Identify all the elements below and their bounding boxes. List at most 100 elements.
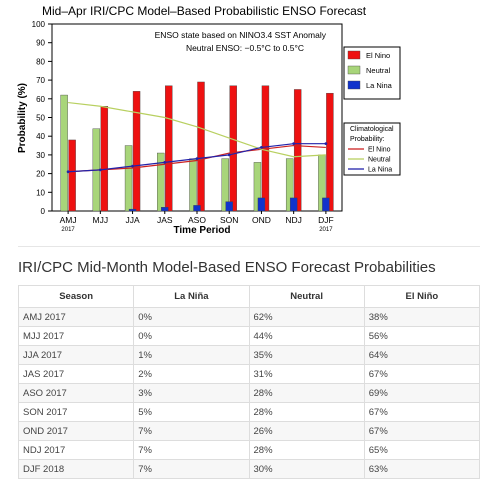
cell-season: AMJ 2017 (17, 307, 135, 327)
cell-la-nina: 7% (133, 440, 250, 460)
cell-la-nina: 0% (133, 326, 250, 346)
plot-frame (51, 23, 343, 212)
x-tick-label: JAS (157, 215, 173, 225)
cell-la-nina: 5% (133, 402, 250, 422)
climatology-legend-title-1: Climatological (350, 126, 394, 133)
bar-neutral (157, 152, 165, 212)
cell-season: JJA 2017 (17, 345, 135, 365)
climatology-point (163, 160, 167, 164)
annotation-line-2: Neutral ENSO: −0.5°C to 0.5°C (186, 43, 304, 53)
bar-el-nino (197, 81, 205, 212)
chart-title: Mid–Apr IRI/CPC Model–Based Probabilisti… (42, 4, 367, 18)
cell-la-nina: 7% (133, 421, 250, 441)
cell-neutral: 28% (248, 383, 365, 403)
climatology-legend-label: La Nina (368, 167, 392, 174)
cell-la-nina: 7% (133, 459, 250, 479)
y-tick-label: 70 (36, 76, 45, 85)
climatology-legend: Climatological Probability: El Nino Neutr… (343, 122, 401, 176)
y-tick-label: 0 (41, 207, 46, 216)
y-tick-label: 50 (36, 114, 45, 123)
legend: El Nino Neutral La Nina (343, 46, 401, 100)
bar-la-nina (225, 201, 233, 212)
cell-season: SON 2017 (17, 402, 135, 422)
bar-el-nino (132, 91, 141, 212)
table-row: SON 2017 5% 28% 67% (17, 402, 481, 422)
x-tick-label: MJJ (93, 215, 109, 225)
x-tick-sublabel: 2017 (61, 227, 75, 233)
cell-la-nina: 3% (133, 383, 250, 403)
table-header-row: Season La Niña Neutral El Niño (17, 285, 481, 308)
bar-la-nina (161, 207, 169, 212)
cell-season: ASO 2017 (17, 383, 135, 403)
table-row: OND 2017 7% 26% 67% (17, 421, 481, 441)
cell-la-nina: 0% (133, 307, 250, 327)
cell-neutral: 35% (248, 345, 365, 365)
legend-swatch (347, 65, 361, 75)
legend-label: El Nino (366, 51, 390, 60)
cell-neutral: 28% (248, 402, 365, 422)
x-tick-label: JJA (125, 215, 140, 225)
bar-el-nino (68, 139, 76, 212)
cell-el-nino: 69% (363, 383, 481, 403)
cell-el-nino: 56% (363, 326, 481, 346)
cell-season: OND 2017 (17, 421, 135, 441)
table-row: AMJ 2017 0% 62% 38% (17, 307, 481, 327)
legend-swatch (347, 50, 361, 60)
table-row: JAS 2017 2% 31% 67% (17, 364, 481, 384)
climatology-point (98, 168, 102, 172)
cell-el-nino: 65% (363, 440, 481, 460)
cell-neutral: 28% (248, 440, 365, 460)
table-row: ASO 2017 3% 28% 69% (17, 383, 481, 403)
cell-neutral: 26% (248, 421, 365, 441)
bar-el-nino (326, 92, 334, 212)
header-el-nino: El Niño (363, 285, 481, 308)
x-tick-label: ASO (188, 215, 206, 225)
y-tick-label: 30 (36, 151, 45, 160)
x-tick-label: NDJ (285, 215, 302, 225)
bar-neutral (285, 158, 294, 212)
cell-el-nino: 67% (363, 402, 481, 422)
cell-el-nino: 63% (363, 459, 481, 479)
climatology-line-neutral (68, 101, 326, 158)
cell-neutral: 31% (248, 364, 365, 384)
cell-el-nino: 67% (363, 421, 481, 441)
y-tick-label: 40 (36, 132, 45, 141)
y-tick-label: 100 (32, 20, 46, 29)
climatology-point (66, 170, 70, 174)
bar-la-nina (322, 197, 330, 212)
cell-neutral: 30% (248, 459, 365, 479)
bar-neutral (253, 162, 262, 212)
legend-label: La Nina (366, 81, 393, 90)
cell-season: DJF 2018 (17, 459, 135, 479)
climatology-point (292, 142, 296, 146)
cell-el-nino: 64% (363, 345, 481, 365)
section-divider (18, 246, 480, 247)
bar-neutral (124, 145, 133, 212)
plot-area: 0 10 20 30 40 50 60 70 80 90 100 AMJ 2017 MJJ JJA JAS AS… (32, 20, 343, 233)
climatology-point (227, 153, 231, 157)
climatology-legend-title-2: Probability: (350, 136, 385, 143)
bar-el-nino (100, 106, 109, 212)
bar-el-nino (293, 89, 302, 212)
bar-neutral (189, 158, 197, 212)
cell-el-nino: 38% (363, 307, 481, 327)
legend-label: Neutral (366, 66, 391, 75)
table-row: JJA 2017 1% 35% 64% (17, 345, 481, 365)
enso-forecast-chart: Mid–Apr IRI/CPC Model–Based Probabilisti… (17, 4, 401, 236)
bar-la-nina (193, 205, 201, 212)
table-row: DJF 2018 7% 30% 63% (17, 459, 481, 479)
bar-la-nina (289, 197, 298, 212)
cell-el-nino: 67% (363, 364, 481, 384)
x-tick-label: SON (220, 215, 238, 225)
table-row: MJJ 2017 0% 44% 56% (17, 326, 481, 346)
header-season: Season (17, 285, 135, 308)
bar-el-nino (165, 85, 173, 212)
cell-la-nina: 1% (133, 345, 250, 365)
forecast-table: Season La Niña Neutral El Niño AMJ 2017 … (17, 285, 481, 479)
climatology-point (260, 146, 263, 149)
bar-la-nina (257, 197, 266, 212)
y-tick-label: 80 (36, 57, 45, 66)
cell-neutral: 44% (248, 326, 365, 346)
bar-el-nino (229, 85, 237, 212)
table-row: NDJ 2017 7% 28% 65% (17, 440, 481, 460)
